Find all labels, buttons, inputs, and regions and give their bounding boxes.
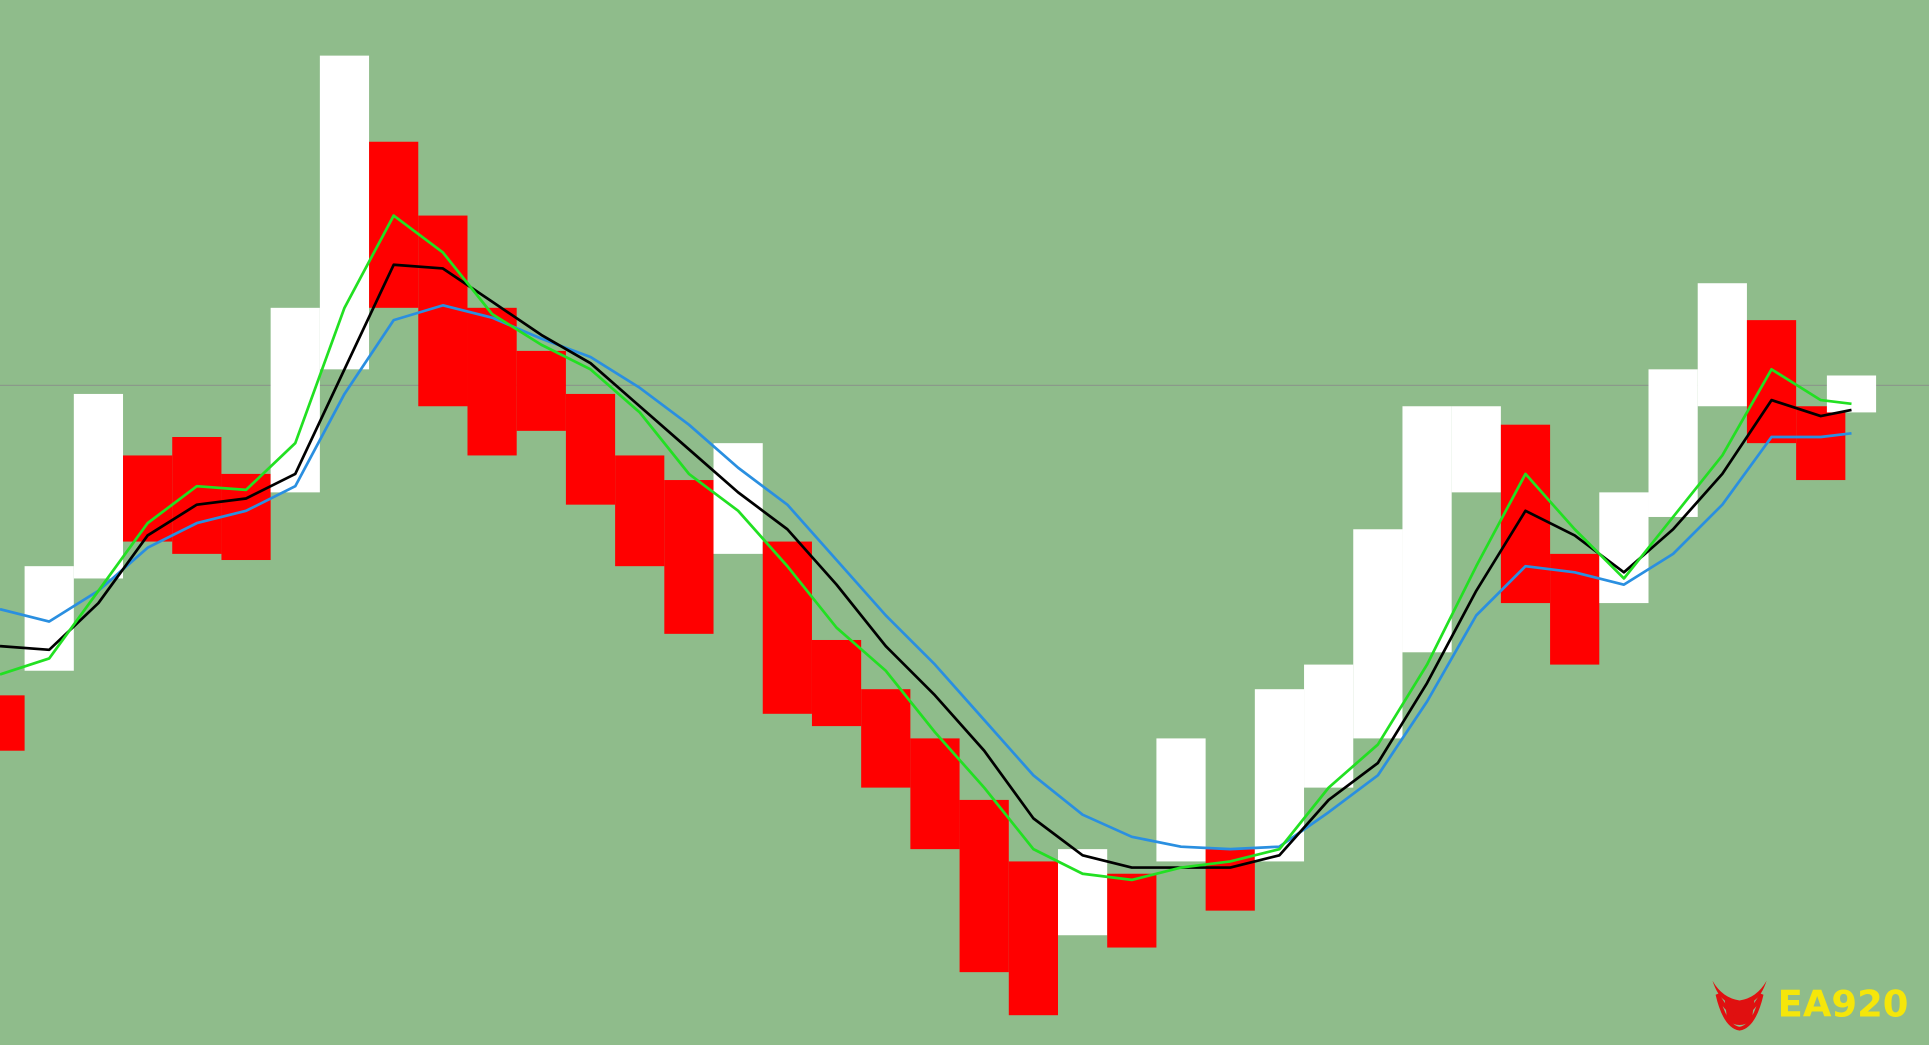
price-bar bbox=[516, 350, 566, 431]
price-bar bbox=[1156, 738, 1206, 862]
price-bar bbox=[565, 393, 616, 505]
price-bar bbox=[1304, 664, 1354, 788]
price-bar bbox=[1648, 369, 1698, 517]
logo-text: EA920 bbox=[1778, 982, 1909, 1025]
price-bar bbox=[1599, 492, 1649, 604]
price-bar bbox=[1057, 849, 1108, 936]
price-bar bbox=[1796, 406, 1846, 481]
price-bar bbox=[1451, 406, 1501, 493]
price-bar bbox=[1107, 873, 1157, 948]
logo-icon bbox=[1712, 980, 1767, 1026]
price-bar bbox=[1008, 861, 1058, 1016]
price-bar bbox=[1697, 283, 1747, 407]
price-bar bbox=[369, 141, 419, 308]
price-bar bbox=[0, 695, 25, 751]
price-bar bbox=[959, 799, 1009, 973]
price-bar bbox=[1500, 424, 1551, 604]
price-bar bbox=[910, 738, 960, 850]
price-bar bbox=[221, 473, 271, 561]
price-bar bbox=[319, 55, 370, 370]
price-bar bbox=[73, 393, 124, 579]
plot-area bbox=[0, 55, 1929, 1016]
price-bar bbox=[762, 541, 812, 714]
logo: EA920 bbox=[1712, 980, 1909, 1031]
price-bar bbox=[123, 455, 173, 542]
logo-ring bbox=[1715, 993, 1764, 1031]
price-bar bbox=[861, 689, 911, 788]
moving-average-line bbox=[0, 214, 1852, 882]
price-bar bbox=[1353, 529, 1403, 739]
price-bar bbox=[615, 455, 665, 567]
price-bar bbox=[467, 307, 517, 456]
price-bar bbox=[664, 480, 714, 634]
price-bar bbox=[270, 307, 320, 493]
moving-average-line bbox=[0, 263, 1852, 869]
price-bar bbox=[172, 436, 222, 554]
price-bar bbox=[1205, 849, 1255, 911]
price-bar bbox=[1826, 375, 1877, 413]
moving-average-line bbox=[0, 304, 1852, 851]
price-bar bbox=[1254, 689, 1305, 862]
price-bar bbox=[811, 639, 862, 727]
price-bar bbox=[1402, 406, 1452, 653]
